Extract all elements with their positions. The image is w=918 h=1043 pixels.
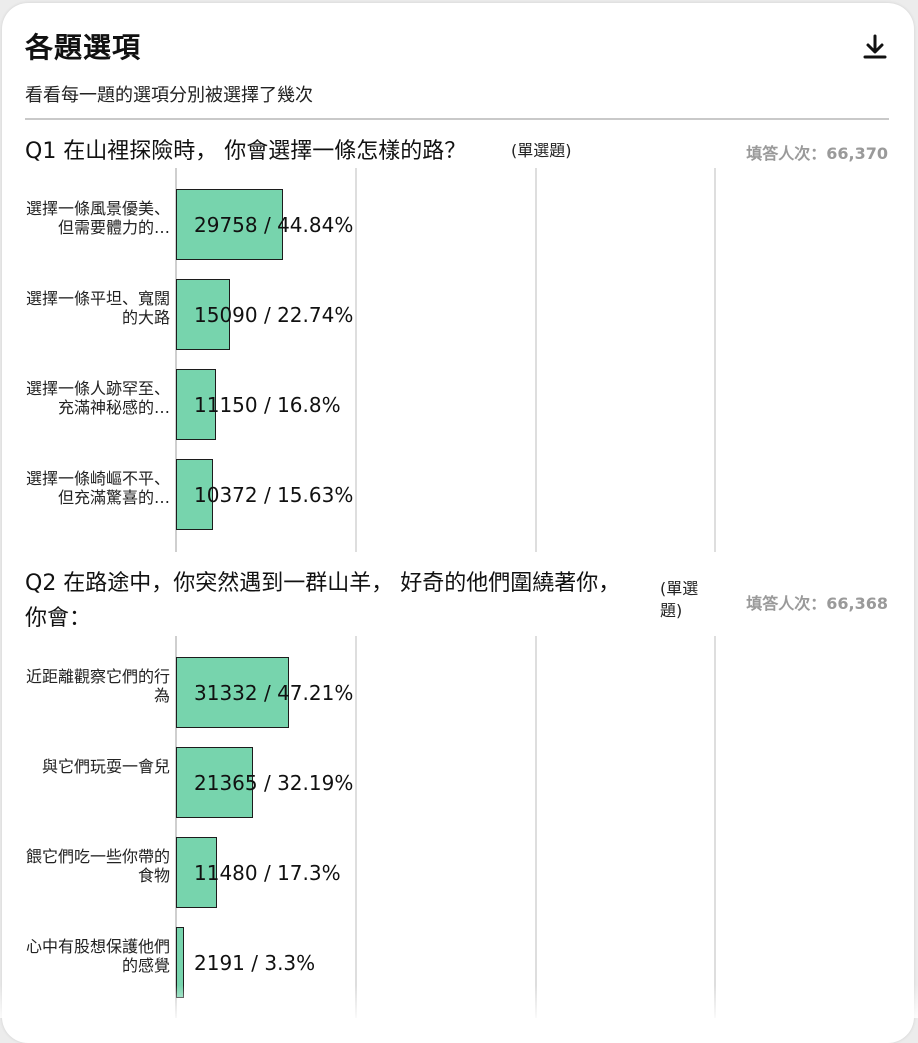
grid-line: [355, 636, 357, 1018]
grid-line: [714, 168, 716, 552]
bar[interactable]: [176, 927, 184, 998]
download-icon: [863, 34, 887, 59]
category-label: 選擇一條風景優美、但需要體力的…: [25, 199, 170, 237]
grid-line: [535, 636, 537, 1018]
bar[interactable]: [176, 369, 217, 440]
page-title: 各題選項: [25, 31, 142, 64]
category-label: 心中有股想保護他們的感覺: [25, 937, 170, 975]
page-subtitle: 看看每一題的選項分別被選擇了幾次: [25, 85, 313, 106]
bar[interactable]: [176, 279, 231, 350]
bar[interactable]: [176, 459, 214, 530]
download-button[interactable]: [862, 33, 888, 61]
results-card: [2, 3, 914, 1043]
data-label: 2191 / 3.3%: [194, 951, 316, 975]
grid-line: [714, 636, 716, 1018]
grid-line: [535, 168, 537, 552]
data-label: 29758 / 44.84%: [194, 213, 354, 237]
bar[interactable]: [176, 837, 218, 908]
category-label: 與它們玩耍一會兒: [41, 757, 170, 776]
category-label: 選擇一條人跡罕至、充滿神秘感的…: [25, 379, 170, 417]
data-label: 21365 / 32.19%: [194, 771, 354, 795]
category-label: 近距離觀察它們的行為: [25, 667, 170, 705]
data-label: 10372 / 15.63%: [194, 483, 354, 507]
header-divider: [25, 118, 889, 120]
bar[interactable]: [176, 189, 284, 260]
data-label: 15090 / 22.74%: [194, 303, 354, 327]
response-count: 填答人次：66,370: [746, 144, 888, 163]
category-label: 餵它們吃一些你帶的食物: [25, 847, 170, 885]
question-title: Q1 在山裡探險時， 你會選擇一條怎樣的路？: [25, 139, 467, 164]
question-title: Q2 在路途中，你突然遇到一群山羊， 好奇的他們圍繞著你，你會：: [25, 571, 621, 631]
bar[interactable]: [176, 657, 289, 728]
x-axis-line: [175, 636, 177, 1018]
category-label: 選擇一條平坦、寬闊的大路: [25, 289, 170, 327]
bar[interactable]: [176, 747, 253, 818]
question-type: (單選題): [660, 579, 699, 620]
question-type: (單選題): [511, 141, 572, 160]
x-axis-line: [175, 168, 177, 552]
grid-line: [355, 168, 357, 552]
data-label: 11480 / 17.3%: [194, 861, 341, 885]
category-label: 選擇一條崎嶇不平、但充滿驚喜的…: [25, 469, 170, 507]
data-label: 31332 / 47.21%: [194, 681, 354, 705]
data-label: 11150 / 16.8%: [194, 393, 341, 417]
response-count: 填答人次：66,368: [746, 594, 888, 613]
